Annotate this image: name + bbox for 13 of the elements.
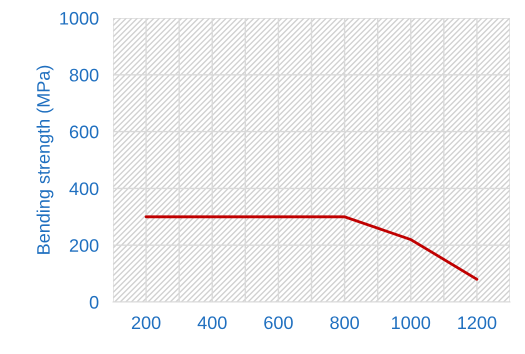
x-tick-label: 1000 bbox=[392, 316, 430, 330]
x-tick-label: 800 bbox=[330, 316, 359, 330]
x-tick-label: 1200 bbox=[458, 316, 496, 330]
y-tick-label: 800 bbox=[70, 68, 98, 82]
x-tick-label: 600 bbox=[264, 316, 293, 330]
y-tick-label: 400 bbox=[69, 182, 98, 196]
y-tick-label: 1000 bbox=[60, 12, 98, 25]
y-tick-label: 600 bbox=[70, 126, 98, 138]
y-tick-label: 0 bbox=[90, 296, 98, 309]
x-tick-label: 200 bbox=[132, 316, 160, 330]
y-axis-title: Bending strength (MPa) bbox=[36, 66, 54, 254]
y-tick-label: 200 bbox=[70, 239, 98, 252]
x-tick-label: 400 bbox=[198, 316, 227, 330]
